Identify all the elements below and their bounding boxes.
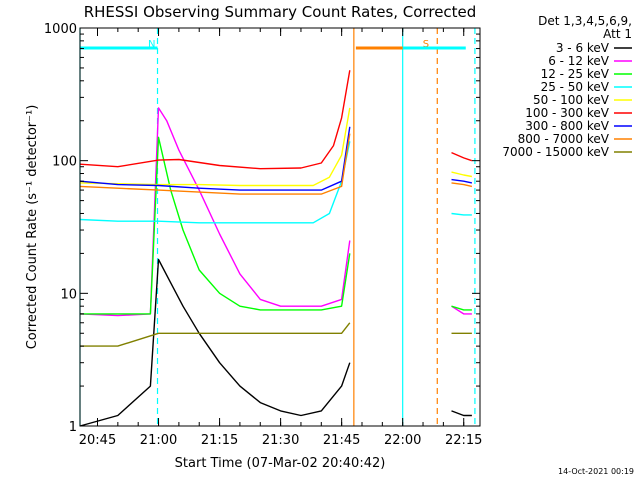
series-line-6 xyxy=(79,126,473,191)
x-axis-label: Start Time (07-Mar-02 20:40:42) xyxy=(175,456,386,471)
x-tick-label: 21:30 xyxy=(262,433,299,448)
x-axis: 20:45 21:00 21:15 21:30 21:45 22:00 22:15 xyxy=(79,28,482,448)
series-line-1 xyxy=(79,107,472,317)
series-line-0 xyxy=(79,258,472,427)
x-tick-label: 21:45 xyxy=(323,433,360,448)
legend-header-line1: Det 1,3,4,5,6,9, xyxy=(538,14,632,28)
series-line-3 xyxy=(79,141,472,224)
legend-entry-label: 12 - 25 keV xyxy=(541,67,610,81)
x-tick-label: 21:15 xyxy=(201,433,238,448)
legend-entry-label: 100 - 300 keV xyxy=(525,106,609,120)
plot-frame xyxy=(79,27,481,427)
legend-entry-label: 3 - 6 keV xyxy=(556,41,610,55)
series-line-7 xyxy=(79,133,473,195)
legend-entry-label: 800 - 7000 keV xyxy=(518,132,610,146)
x-tick-label: 22:15 xyxy=(445,433,482,448)
y-tick-label: 1 xyxy=(69,420,77,435)
chart-title: RHESSI Observing Summary Count Rates, Co… xyxy=(84,3,477,21)
legend-entry-label: 7000 - 15000 keV xyxy=(502,145,609,159)
footer-timestamp: 14-Oct-2021 00:19 xyxy=(558,467,634,476)
series-line-4 xyxy=(79,107,473,187)
legend-header-line2: Att 1 xyxy=(603,27,632,41)
x-tick-label: 21:00 xyxy=(140,433,177,448)
legend-entry-label: 300 - 800 keV xyxy=(525,119,609,133)
legend-entry-label: 50 - 100 keV xyxy=(533,93,610,107)
series-line-2 xyxy=(80,136,472,315)
state-flag-label: N xyxy=(148,39,155,50)
y-tick-label: 1000 xyxy=(44,22,77,37)
y-tick-label: 10 xyxy=(60,287,77,302)
y-tick-label: 100 xyxy=(52,155,77,170)
legend-entry-label: 6 - 12 keV xyxy=(548,54,610,68)
state-flag-label: S xyxy=(423,39,429,50)
y-axis-label: Corrected Count Rate (s⁻¹ detector⁻¹) xyxy=(25,105,40,350)
series-line-8 xyxy=(80,322,472,347)
x-tick-label: 20:45 xyxy=(79,433,116,448)
legend-entry-label: 25 - 50 keV xyxy=(541,80,610,94)
y-axis: 1 10 100 1000 xyxy=(44,22,480,435)
x-tick-label: 22:00 xyxy=(384,433,421,448)
series-line-5 xyxy=(79,70,473,170)
